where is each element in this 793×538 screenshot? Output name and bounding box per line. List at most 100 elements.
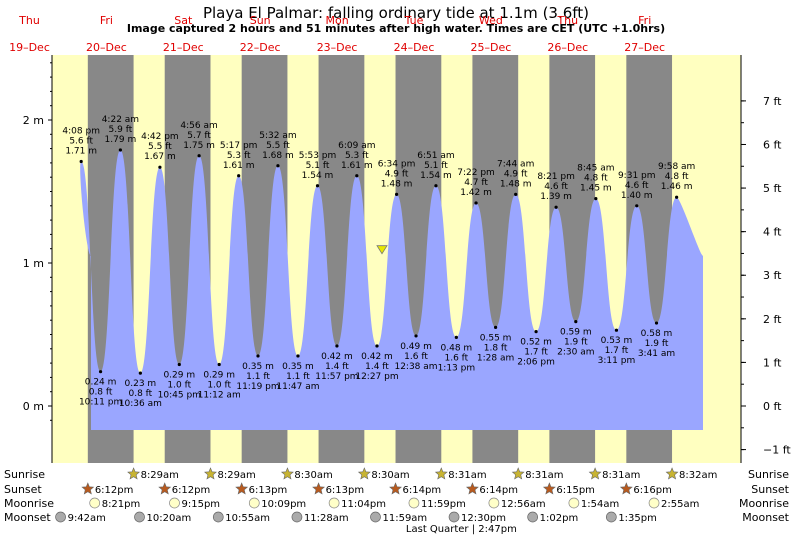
y-tick-label-m: 1 m bbox=[23, 257, 44, 270]
y-tick-label-ft: 0 ft bbox=[763, 400, 782, 413]
high-tide-time: 8:21 pm bbox=[537, 172, 575, 182]
sunrise-star-icon bbox=[280, 467, 294, 480]
moonrise-icon bbox=[488, 497, 500, 509]
low-tide-time: 11:57 pm bbox=[315, 372, 358, 382]
row-label-left-moonset: Moonset bbox=[4, 511, 51, 524]
high-tide-ft: 5.5 ft bbox=[266, 141, 290, 151]
moonset-icon bbox=[605, 511, 617, 523]
tide-point bbox=[614, 328, 619, 332]
high-tide-time: 4:42 pm bbox=[141, 132, 179, 142]
chart-subtitle: Image captured 2 hours and 51 minutes af… bbox=[127, 22, 665, 35]
moonset-time: 11:59am bbox=[382, 513, 427, 524]
low-tide-ft: 1.1 ft bbox=[286, 372, 310, 382]
y-tick-label-ft: 7 ft bbox=[763, 95, 782, 108]
row-label-right-sunset: Sunset bbox=[751, 483, 789, 496]
tide-point bbox=[474, 201, 478, 205]
low-tide-ft: 1.4 ft bbox=[365, 362, 389, 372]
high-tide-m: 1.46 m bbox=[661, 182, 693, 192]
tide-point bbox=[394, 192, 399, 196]
sunset-star-icon bbox=[81, 482, 95, 495]
day-date: 25–Dec bbox=[471, 41, 512, 54]
moonset-time: 1:02pm bbox=[540, 513, 579, 524]
high-tide-ft: 5.7 ft bbox=[187, 131, 211, 141]
tide-point bbox=[454, 335, 458, 339]
tide-point bbox=[654, 321, 659, 325]
low-tide-ft: 1.9 ft bbox=[645, 339, 669, 349]
low-tide-m: 0.29 m bbox=[163, 371, 195, 381]
sunset-star-icon bbox=[389, 482, 402, 495]
low-tide-m: 0.23 m bbox=[125, 379, 157, 389]
moonrise-icon bbox=[408, 497, 420, 509]
low-tide-m: 0.59 m bbox=[560, 328, 592, 338]
sunset-time: 6:16pm bbox=[633, 485, 672, 496]
moonset-icon bbox=[527, 511, 539, 523]
sunrise-time: 8:30am bbox=[371, 470, 409, 481]
sunrise-star-icon bbox=[357, 467, 371, 480]
day-name: Wed bbox=[479, 14, 503, 27]
moonrise-icon bbox=[568, 497, 580, 509]
day-date: 22–Dec bbox=[240, 41, 281, 54]
sunrise-star-icon bbox=[588, 467, 602, 480]
low-tide-m: 0.49 m bbox=[400, 342, 432, 352]
moonset-icon bbox=[448, 511, 460, 523]
low-tide-ft: 1.9 ft bbox=[564, 338, 588, 348]
moonrise-time: 11:04pm bbox=[341, 499, 386, 510]
high-tide-ft: 4.8 ft bbox=[665, 172, 689, 182]
tide-point bbox=[217, 362, 221, 367]
tide-point bbox=[554, 205, 558, 209]
sunrise-time: 8:31am bbox=[602, 470, 640, 481]
y-tick-label-m: 0 m bbox=[23, 400, 44, 413]
low-tide-m: 0.42 m bbox=[361, 352, 393, 362]
row-label-right-moonset: Moonset bbox=[742, 511, 789, 524]
high-tide-ft: 4.6 ft bbox=[544, 182, 568, 192]
high-tide-time: 6:51 am bbox=[417, 151, 454, 161]
day-date: 26–Dec bbox=[547, 41, 588, 54]
sunrise-time: 8:31am bbox=[525, 470, 563, 481]
low-tide-m: 0.52 m bbox=[520, 338, 552, 348]
low-tide-ft: 1.6 ft bbox=[444, 353, 468, 363]
high-tide-time: 8:45 am bbox=[577, 164, 614, 174]
moonset-icon bbox=[55, 511, 66, 523]
moonset-time: 10:20am bbox=[147, 513, 192, 524]
moonset-time: 10:55am bbox=[225, 513, 270, 524]
low-tide-m: 0.29 m bbox=[203, 371, 235, 381]
tide-curve bbox=[80, 150, 703, 430]
sunset-time: 6:14pm bbox=[403, 485, 442, 496]
day-date: 24–Dec bbox=[394, 41, 435, 54]
low-tide-m: 0.24 m bbox=[85, 378, 117, 388]
high-tide-ft: 5.1 ft bbox=[306, 161, 330, 171]
high-tide-m: 1.48 m bbox=[381, 179, 413, 189]
tide-point bbox=[296, 354, 300, 358]
tide-point bbox=[534, 330, 538, 334]
low-tide-time: 3:11 pm bbox=[598, 356, 636, 366]
sunset-star-icon bbox=[542, 482, 556, 495]
tide-point bbox=[177, 362, 181, 367]
tide-point bbox=[276, 164, 280, 168]
day-name: Tue bbox=[404, 14, 424, 27]
y-tick-label-ft: −1 ft bbox=[763, 444, 791, 457]
row-label-right-sunrise: Sunrise bbox=[748, 468, 789, 481]
low-tide-time: 10:36 am bbox=[119, 399, 162, 409]
moonrise-icon bbox=[328, 497, 340, 509]
moon-phase-label: Last Quarter | 2:47pm bbox=[406, 524, 517, 535]
tide-point bbox=[315, 184, 320, 188]
low-tide-time: 11:47 am bbox=[276, 382, 319, 392]
row-label-right-moonrise: Moonrise bbox=[739, 497, 789, 510]
tide-point bbox=[79, 159, 83, 164]
moonset-time: 12:30pm bbox=[461, 513, 506, 524]
day-name: Sat bbox=[174, 14, 193, 27]
tide-point bbox=[635, 204, 639, 208]
tide-point bbox=[594, 197, 598, 201]
low-tide-time: 11:19 pm bbox=[236, 382, 279, 392]
sunset-star-icon bbox=[312, 482, 326, 495]
moonset-time: 9:42am bbox=[68, 513, 106, 524]
high-tide-time: 4:56 am bbox=[180, 121, 217, 131]
high-tide-m: 1.68 m bbox=[262, 151, 294, 161]
low-tide-time: 3:41 am bbox=[638, 349, 675, 359]
tide-point bbox=[675, 195, 679, 199]
sunrise-star-icon bbox=[665, 467, 679, 480]
y-tick-label-ft: 3 ft bbox=[763, 269, 782, 282]
high-tide-time: 5:53 pm bbox=[299, 151, 337, 161]
high-tide-m: 1.39 m bbox=[540, 192, 572, 202]
